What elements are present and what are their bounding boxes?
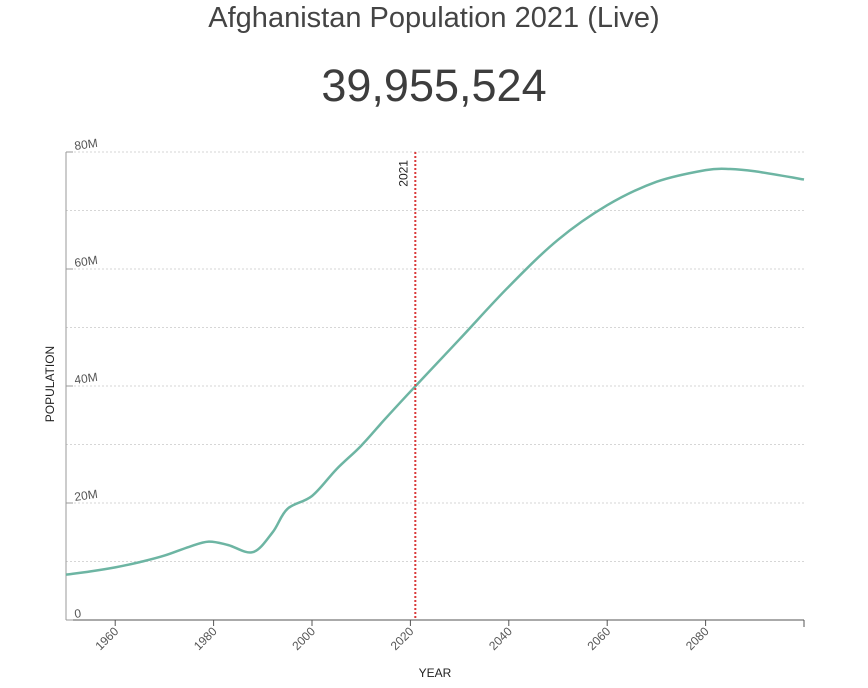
y-tick-label: 40M — [73, 370, 98, 387]
x-tick-label: 2020 — [388, 624, 417, 653]
x-axis-title: YEAR — [419, 666, 452, 680]
y-axis-ticks: 0 20M 40M 60M 80M — [66, 136, 99, 621]
x-tick-label: 1960 — [93, 624, 122, 653]
y-tick-label: 60M — [73, 253, 98, 270]
x-tick-label: 1980 — [191, 624, 220, 653]
y-axis-title: POPULATION — [43, 346, 57, 422]
x-axis-ticks: 1960 1980 2000 2020 2040 2060 2080 — [93, 620, 805, 653]
x-tick-label: 2080 — [683, 624, 712, 653]
population-line — [65, 167, 805, 576]
grid-lines — [66, 151, 804, 562]
y-tick-label: 0 — [73, 606, 82, 621]
y-tick-label: 80M — [73, 136, 98, 153]
current-year-marker-label: 2021 — [396, 160, 410, 187]
x-tick-label: 2000 — [289, 624, 318, 653]
x-tick-label: 2060 — [585, 624, 614, 653]
page-title: Afghanistan Population 2021 (Live) — [208, 2, 660, 34]
y-tick-label: 20M — [73, 487, 98, 504]
live-population-counter: 39,955,524 — [321, 60, 547, 111]
x-tick-label: 2040 — [486, 624, 515, 653]
